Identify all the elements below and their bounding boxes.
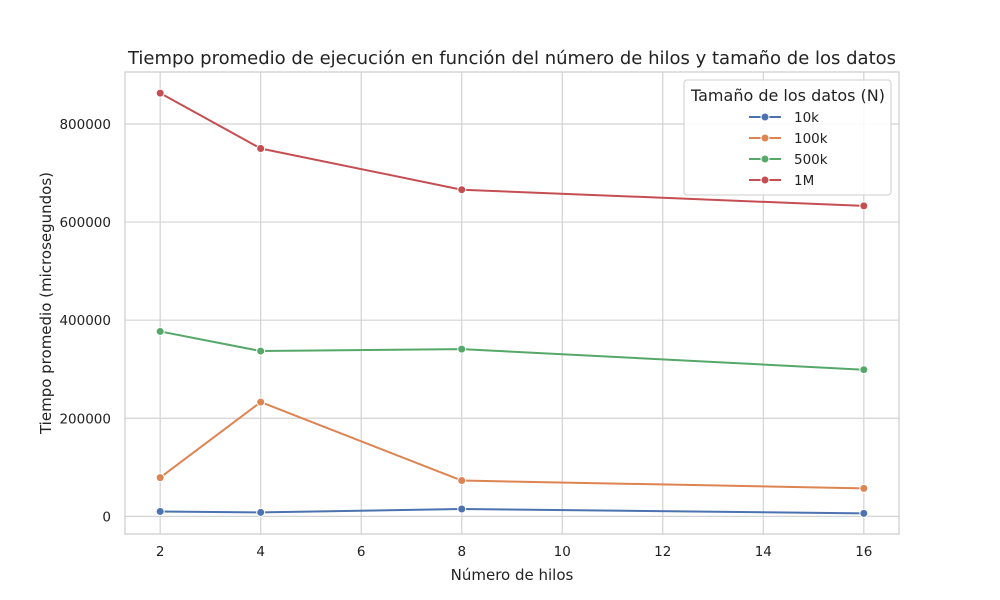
x-tick-label: 8	[457, 544, 466, 560]
data-point-100k	[859, 483, 869, 493]
data-point-500k	[155, 326, 165, 336]
x-tick-label: 4	[256, 544, 265, 560]
series-lines	[155, 88, 869, 518]
x-tick-label: 12	[654, 544, 671, 560]
legend-box	[683, 79, 892, 196]
y-tick-label: 400000	[59, 313, 111, 329]
data-point-100k	[155, 473, 165, 483]
legend-swatch-marker	[760, 175, 770, 185]
legend-swatch-marker	[760, 154, 770, 164]
x-tick-label: 14	[755, 544, 772, 560]
legend-title: Tamaño de los datos (N)	[690, 86, 885, 105]
series-line-100k	[159, 401, 865, 490]
legend-label: 10k	[794, 110, 819, 126]
data-point-100k	[256, 397, 266, 407]
y-tick-label: 600000	[59, 215, 111, 231]
data-point-500k	[859, 365, 869, 375]
y-tick-label: 800000	[59, 117, 111, 133]
data-point-1m	[256, 144, 266, 154]
legend-items: 10k 100k 500k 1M	[749, 110, 828, 189]
x-tick-label: 6	[357, 544, 366, 560]
legend-label: 100k	[794, 131, 828, 147]
x-tick-label: 10	[554, 544, 571, 560]
data-point-1m	[155, 88, 165, 98]
data-point-10k	[859, 508, 869, 518]
legend-label: 500k	[794, 152, 828, 168]
series-line-1m	[159, 92, 865, 207]
y-tick-label: 200000	[59, 411, 111, 427]
data-point-500k	[256, 346, 266, 356]
data-point-10k	[256, 507, 266, 517]
data-point-100k	[457, 476, 467, 486]
data-point-1m	[859, 201, 869, 211]
y-tick-label: 0	[102, 509, 111, 525]
tick-labels: 2 4 6 8 10 12 14 16 0 200000 400000 600000 800000	[59, 117, 872, 560]
x-axis-label: Número de hilos	[451, 566, 574, 584]
series-line-500k	[159, 330, 865, 371]
chart-title: Tiempo promedio de ejecución en función …	[127, 48, 896, 69]
legend-swatch-marker	[760, 112, 770, 122]
data-point-10k	[155, 506, 165, 516]
data-point-1m	[457, 185, 467, 195]
legend: Tamaño de los datos (N) 10k 100k 500k 1M	[683, 79, 892, 196]
y-axis-label: Tiempo promedio (microsegundos)	[37, 172, 55, 435]
series-line-10k	[159, 507, 865, 515]
data-point-500k	[457, 344, 467, 354]
x-tick-label: 16	[855, 544, 872, 560]
x-tick-label: 2	[156, 544, 165, 560]
legend-swatch-marker	[760, 133, 770, 143]
data-point-10k	[457, 504, 467, 514]
plot-frame	[124, 71, 900, 535]
legend-label: 1M	[794, 173, 814, 189]
